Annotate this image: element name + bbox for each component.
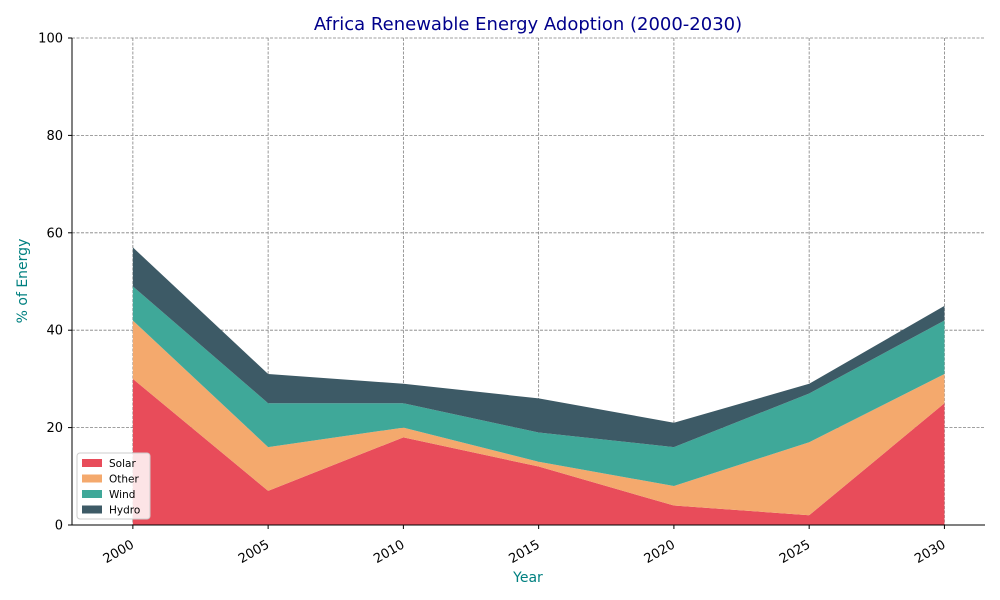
area-hydro	[132, 247, 945, 448]
axes	[71, 38, 985, 526]
x-tick-label: 2025	[777, 537, 813, 567]
legend-label-solar: Solar	[109, 458, 136, 470]
y-axis-title: % of Energy	[15, 239, 31, 324]
area-other	[132, 320, 945, 516]
area-solar	[132, 378, 945, 525]
y-tick-label: 40	[46, 324, 63, 339]
legend-label-hydro: Hydro	[109, 505, 140, 517]
legend-swatch-hydro	[82, 505, 102, 514]
x-tick-label: 2015	[506, 537, 542, 567]
y-tick-labels: 0 20 40 60 80 100	[38, 32, 72, 534]
y-tick-label: 0	[55, 519, 63, 534]
legend-label-wind: Wind	[109, 489, 135, 501]
x-tick-label: 2030	[912, 537, 948, 567]
x-tick-labels: 2000 2005 2010 2015 2020 2025 2030	[101, 525, 948, 567]
x-tick-label: 2010	[371, 537, 407, 567]
legend-label-other: Other	[109, 474, 139, 486]
x-tick-label: 2000	[101, 537, 137, 567]
x-tick-label: 2020	[642, 537, 678, 567]
x-axis-title: Year	[512, 570, 543, 586]
y-tick-label: 20	[46, 421, 63, 436]
y-tick-label: 100	[38, 32, 63, 47]
legend-swatch-wind	[82, 490, 102, 498]
legend-swatch-other	[82, 474, 102, 483]
legend: Solar Other Wind Hydro	[76, 452, 151, 520]
chart-title: Africa Renewable Energy Adoption (2000-2…	[314, 14, 742, 35]
legend-swatch-solar	[82, 459, 102, 467]
y-tick-label: 80	[46, 129, 63, 144]
legend-box	[76, 452, 151, 520]
x-tick-label: 2005	[236, 537, 272, 567]
area-wind	[132, 286, 945, 487]
area-series-layer	[132, 247, 945, 525]
y-tick-label: 60	[46, 226, 63, 241]
